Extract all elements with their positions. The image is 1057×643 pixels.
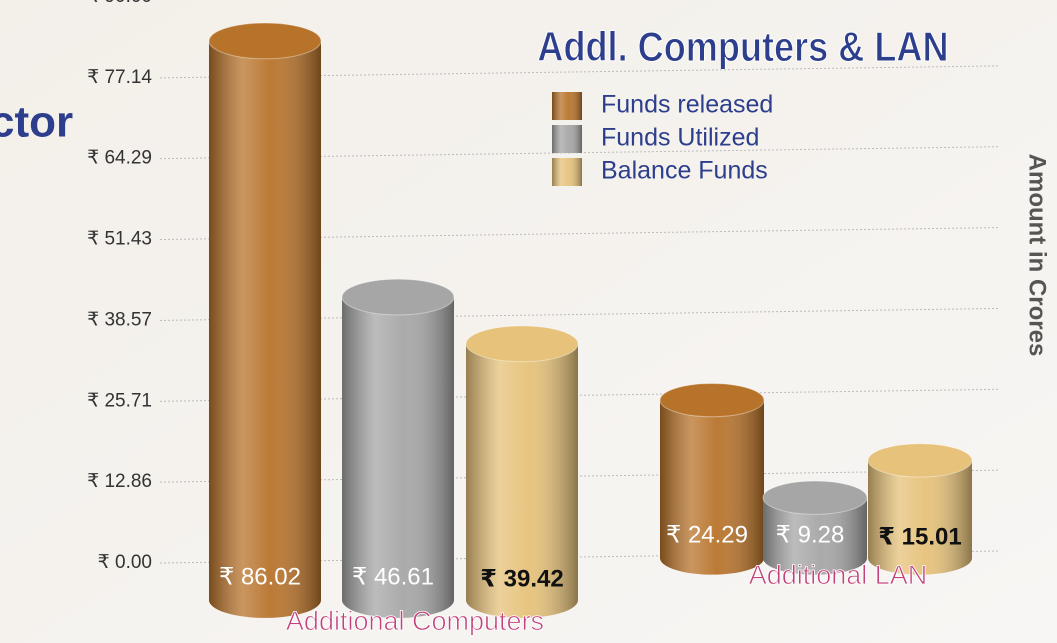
y-tick-label: ₹ 38.57	[87, 309, 152, 330]
y-tick-label: ₹ 77.14	[87, 67, 152, 88]
y-tick-label: ₹ 51.43	[87, 229, 152, 250]
cylinder-top	[341, 278, 455, 316]
y-tick-label: ₹ 64.29	[87, 148, 152, 169]
legend-swatch-shade	[552, 125, 582, 153]
bar-shade	[660, 400, 764, 558]
bar-shade	[209, 40, 321, 601]
background-text: ctor	[0, 98, 73, 147]
value-label: ₹ 86.02	[219, 563, 301, 590]
bar-shade	[342, 297, 454, 600]
cylinder-top	[208, 22, 322, 60]
value-label: ₹ 15.01	[878, 523, 961, 550]
value-label: ₹ 24.29	[666, 521, 748, 548]
y-tick-label: ₹ 90.00	[87, 0, 152, 7]
y-axis-label: Amount in Crores	[1024, 154, 1051, 357]
value-label: ₹ 39.42	[480, 565, 563, 592]
y-tick-label: ₹ 0.00	[98, 552, 152, 573]
legend-label: Balance Funds	[601, 157, 768, 185]
value-label: ₹ 9.28	[776, 521, 845, 548]
cylinder-top	[867, 443, 973, 478]
x-tick-label: Additional LAN	[749, 560, 928, 590]
x-tick-label: Additional Computers	[286, 606, 544, 636]
cylinder-top	[465, 325, 579, 363]
legend-label: Funds released	[601, 91, 773, 119]
y-tick-label: ₹ 12.86	[87, 471, 152, 492]
legend-label: Funds Utilized	[601, 124, 759, 152]
value-label: ₹ 46.61	[352, 563, 434, 590]
cylinder-top	[659, 382, 765, 418]
legend-swatch-shade	[552, 92, 582, 120]
chart-title: Addl. Computers & LAN	[537, 25, 948, 71]
cylinder-top	[762, 480, 868, 515]
legend-swatch-shade	[552, 158, 582, 186]
y-tick-label: ₹ 25.71	[87, 390, 152, 411]
bar-shade	[466, 343, 578, 600]
